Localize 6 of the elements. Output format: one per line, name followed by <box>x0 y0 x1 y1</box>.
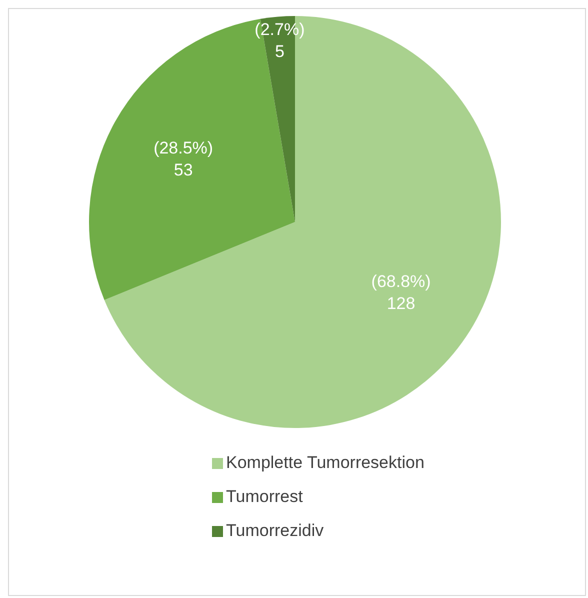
legend-label: Tumorrest <box>225 486 304 508</box>
legend-label: Komplette Tumorresektion <box>225 452 424 474</box>
data-label: (2.7%) 5 <box>254 20 305 62</box>
data-label: (28.5%) 53 <box>154 138 214 180</box>
legend-label: Tumorrezidiv <box>225 520 325 542</box>
data-label: (68.8%) 128 <box>371 272 431 313</box>
